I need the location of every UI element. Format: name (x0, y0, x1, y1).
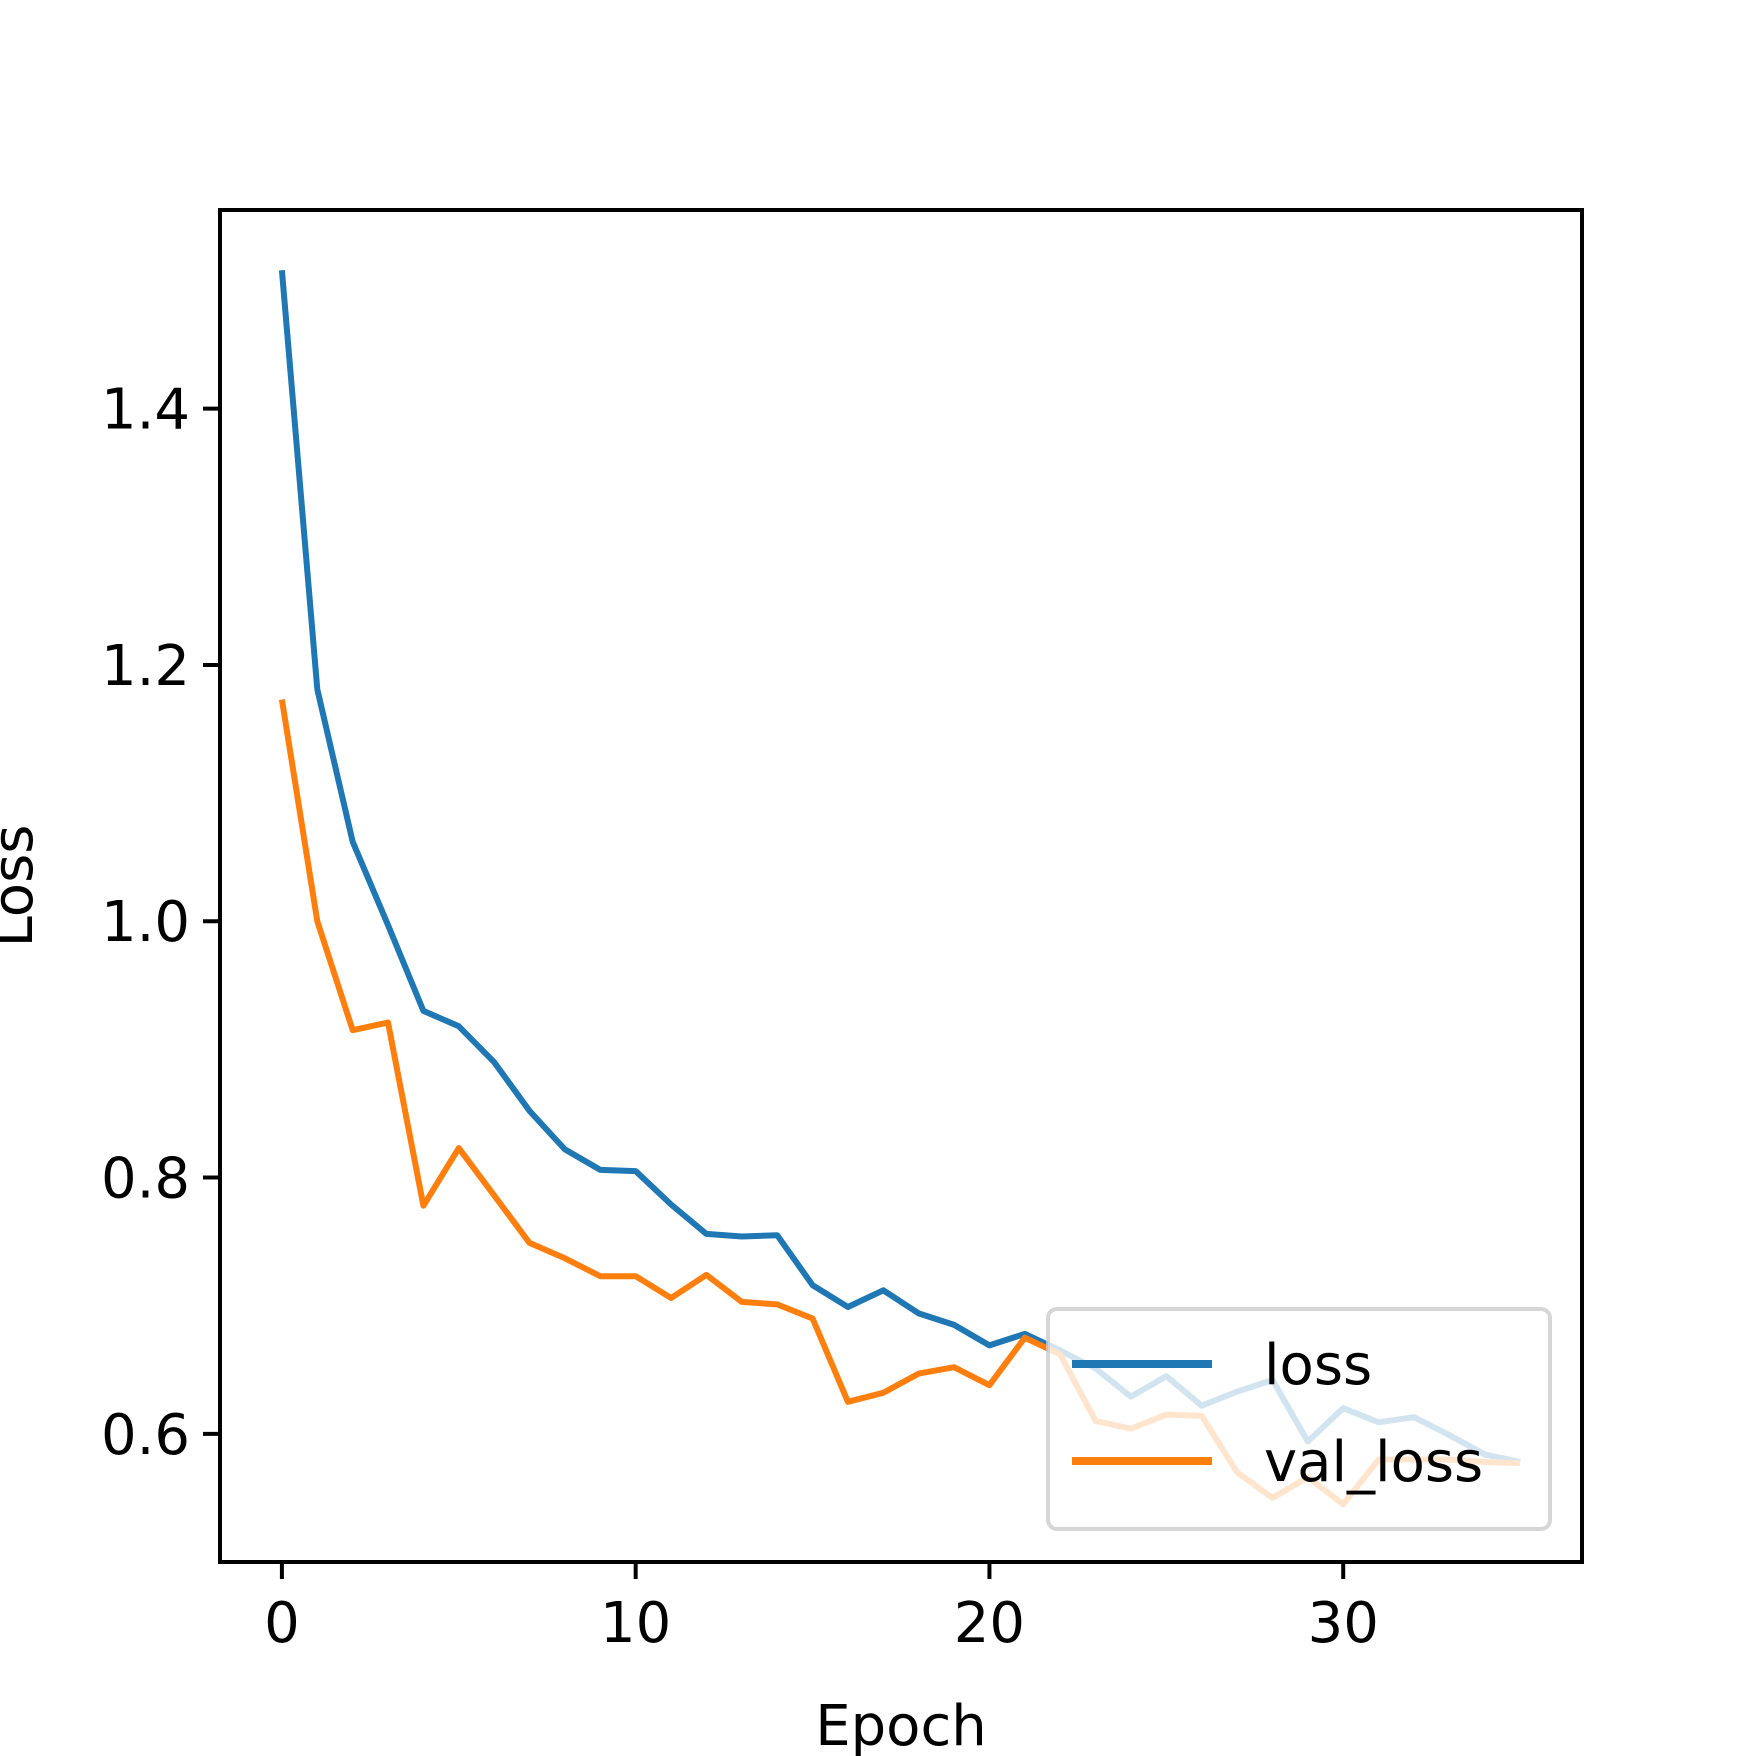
y-tick-label: 0.8 (101, 1147, 190, 1212)
y-tick-label: 0.6 (101, 1403, 190, 1468)
legend-label-val-loss: val_loss (1264, 1430, 1483, 1495)
legend-label-loss: loss (1264, 1333, 1372, 1398)
plot-frame (218, 208, 1584, 1564)
y-tick-label: 1.2 (101, 634, 190, 699)
x-tick-label: 0 (264, 1591, 300, 1656)
legend: loss val_loss (1046, 1307, 1552, 1531)
x-tick-label: 30 (1308, 1591, 1379, 1656)
y-axis: 0.6 0.8 1.0 1.2 1.4 (101, 378, 220, 1468)
x-axis: 0 10 20 30 (264, 1562, 1379, 1656)
y-axis-label: Loss (0, 825, 46, 948)
y-tick-label: 1.0 (101, 890, 190, 955)
x-tick-label: 20 (954, 1591, 1025, 1656)
x-tick-label: 10 (600, 1591, 671, 1656)
x-axis-label: Epoch (815, 1694, 986, 1756)
y-tick-label: 1.4 (101, 378, 190, 443)
